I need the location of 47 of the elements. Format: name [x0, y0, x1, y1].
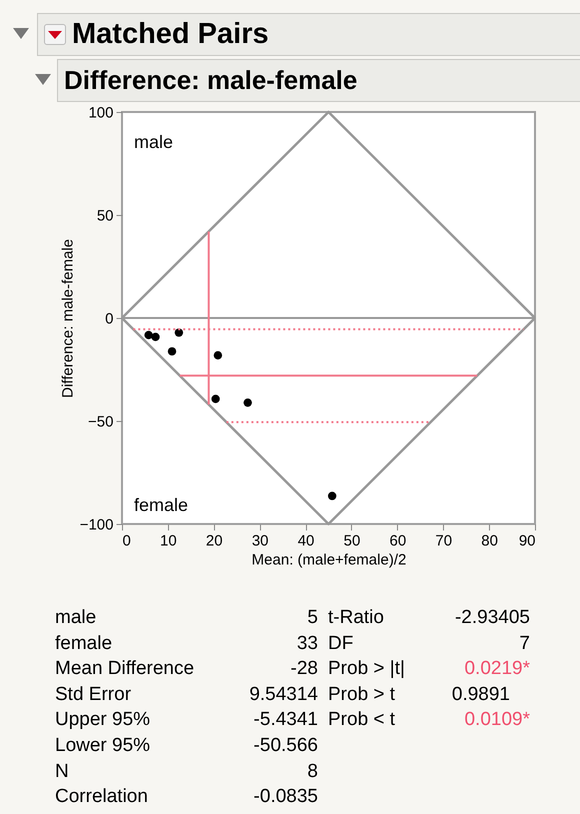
text: Upper 95%	[55, 709, 150, 732]
text: 9.54314	[249, 684, 318, 706]
y-tick-label: 0	[105, 310, 114, 328]
chart-subtitle: Difference: male-female	[64, 65, 358, 96]
annotation: male	[134, 132, 174, 152]
text: female	[55, 632, 112, 655]
x-axis-title: Mean: (male+female)/2	[252, 552, 406, 568]
x-tick-label: 90	[518, 532, 536, 550]
y-tick-label: −100	[80, 516, 114, 534]
y-axis-title: Difference: male-female	[60, 239, 77, 398]
text: -2.93405	[454, 607, 530, 629]
x-tick-label: 80	[481, 532, 498, 550]
text: Std Error	[55, 684, 132, 706]
x-tick-label: 30	[252, 532, 269, 550]
text: Prob > |t|	[328, 658, 405, 680]
text: N	[55, 760, 69, 783]
chart-title: Matched Pairs	[72, 18, 269, 51]
text: Prob < t	[328, 709, 396, 732]
text: 8	[307, 760, 318, 783]
text: -28	[290, 658, 318, 680]
text: 0.0109*	[464, 709, 530, 732]
text: Correlation	[55, 786, 148, 808]
text: -50.566	[254, 735, 318, 757]
text: male	[55, 607, 96, 629]
text: Prob > t	[328, 684, 396, 706]
text: t-Ratio	[328, 607, 384, 629]
y-tick-label: 50	[96, 208, 114, 224]
x-tick-label: 70	[435, 532, 452, 550]
text: 7	[519, 632, 530, 655]
x-tick-label: 0	[122, 532, 131, 550]
text: DF	[328, 632, 354, 655]
y-tick-label: −50	[88, 414, 114, 430]
x-tick-label: 60	[389, 532, 406, 550]
text: Mean Difference	[55, 658, 194, 680]
annotation: female	[134, 495, 188, 515]
x-tick-label: 50	[344, 532, 360, 550]
text: -0.0835	[254, 786, 318, 808]
x-tick-label: 10	[160, 532, 177, 550]
text: -5.4341	[254, 709, 318, 732]
x-tick-label: 20	[206, 532, 223, 550]
text: Lower 95%	[55, 735, 150, 757]
y-tick-label: 100	[88, 104, 114, 122]
text: 0.9891	[452, 684, 510, 706]
text: 5	[307, 607, 318, 629]
text: 0.0219*	[464, 658, 530, 680]
text: 33	[296, 632, 318, 655]
x-tick-label: 40	[298, 532, 314, 550]
